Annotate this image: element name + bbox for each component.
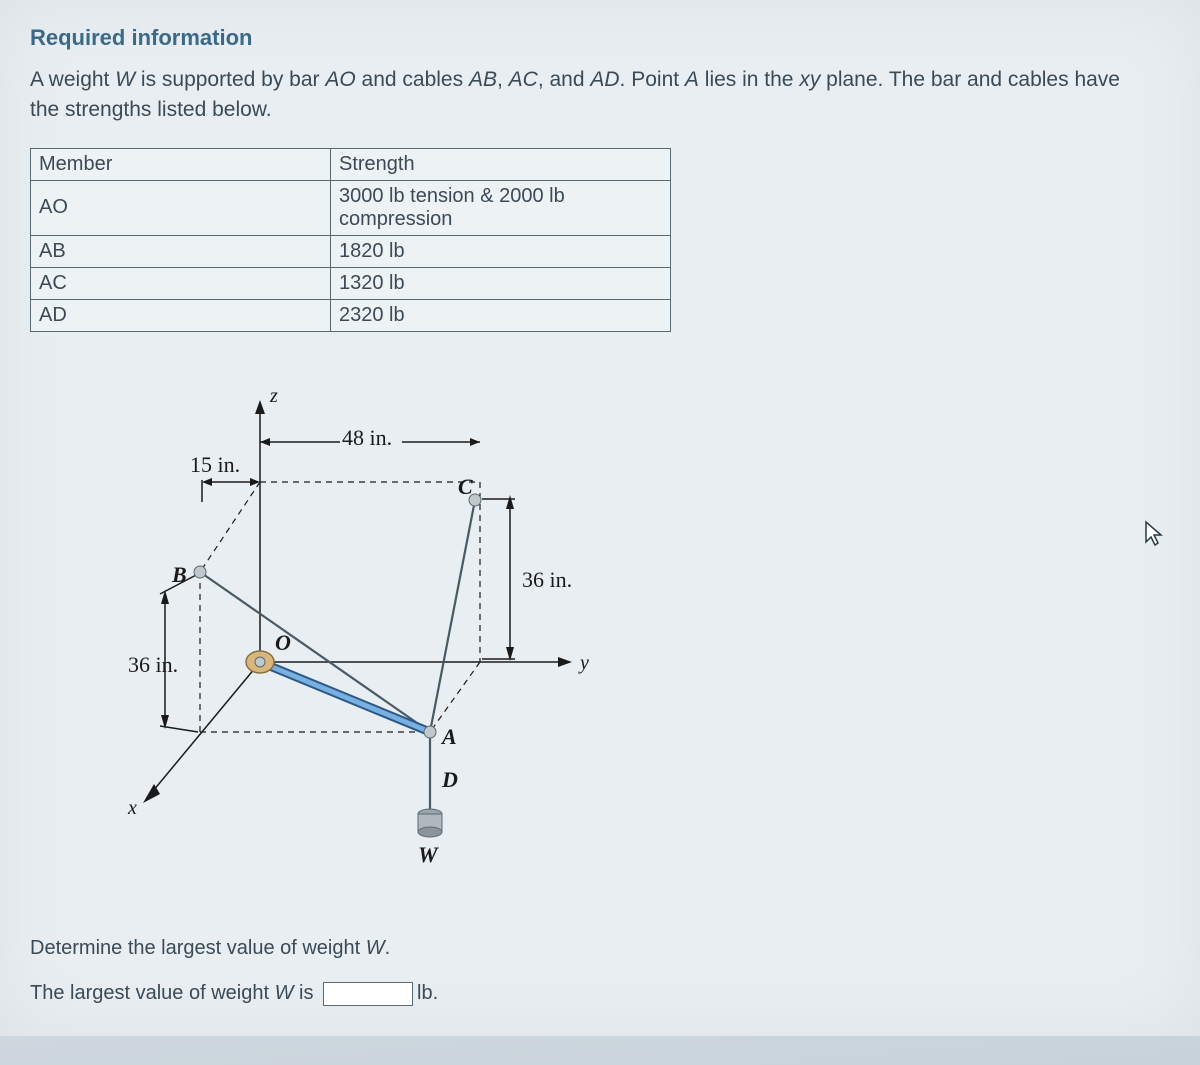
y-arrow <box>558 657 572 667</box>
cursor-icon <box>1143 520 1165 553</box>
cable-AC <box>430 500 475 732</box>
dim-36-right: 36 in. <box>522 567 572 592</box>
text: . Point <box>620 68 685 91</box>
label-A: A <box>440 724 457 749</box>
table-row: AC 1320 lb <box>31 267 671 299</box>
dim-15-arr-l <box>202 478 212 486</box>
member-AO: AO <box>325 68 355 91</box>
dash-top-to-b <box>200 482 260 572</box>
table-row: AD 2320 lb <box>31 299 671 331</box>
dim-48-arr-r <box>470 438 480 446</box>
cell-strength: 2320 lb <box>331 299 671 331</box>
section-heading: Required information <box>30 25 1170 51</box>
answer-line: The largest value of weight W is lb. <box>30 982 1170 1007</box>
label-y: y <box>578 652 589 674</box>
text: is supported by bar <box>135 68 325 91</box>
header-strength: Strength <box>331 148 671 180</box>
table-row: AO 3000 lb tension & 2000 lb compression <box>31 180 671 235</box>
member-AC: AC <box>509 68 538 91</box>
text: lies in the <box>699 68 799 91</box>
cell-strength: 1820 lb <box>331 235 671 267</box>
text: The largest value of weight <box>30 982 275 1004</box>
label-B: B <box>171 562 187 587</box>
dim-36-left: 36 in. <box>128 652 178 677</box>
x-arrow <box>143 784 160 803</box>
label-W: W <box>418 842 439 867</box>
question-prompt: Determine the largest value of weight W. <box>30 937 1170 960</box>
cell-strength: 1320 lb <box>331 267 671 299</box>
member-AD: AD <box>590 68 619 91</box>
point-A: A <box>685 68 699 91</box>
var-W: W <box>366 937 385 959</box>
z-arrow <box>255 400 265 414</box>
dim-15: 15 in. <box>190 452 240 477</box>
text: and cables <box>356 68 469 91</box>
answer-input[interactable] <box>323 982 413 1006</box>
dim-48-arr-l <box>260 438 270 446</box>
cable-AB <box>200 572 430 732</box>
dim-36l-ext-b <box>160 726 198 732</box>
diagram: z y x 48 in. 15 in. <box>110 372 1170 877</box>
cell-member: AB <box>31 235 331 267</box>
label-x: x <box>127 797 137 819</box>
var-W: W <box>275 982 294 1004</box>
text: is <box>293 982 319 1004</box>
unit-label: lb. <box>417 982 438 1004</box>
dim-36r-arr-t <box>506 495 514 509</box>
var-W: W <box>115 68 135 91</box>
header-member: Member <box>31 148 331 180</box>
text: , and <box>538 68 591 91</box>
table-row: AB 1820 lb <box>31 235 671 267</box>
joint-B <box>194 566 206 578</box>
text: . <box>385 937 391 959</box>
text: A weight <box>30 68 115 91</box>
label-C: C <box>458 474 473 499</box>
cell-member: AO <box>31 180 331 235</box>
text: , <box>497 68 509 91</box>
xy-plane: xy <box>799 68 820 91</box>
text: Determine the largest value of weight <box>30 937 366 959</box>
problem-statement: A weight W is supported by bar AO and ca… <box>30 65 1150 126</box>
cell-strength: 3000 lb tension & 2000 lb compression <box>331 180 671 235</box>
cell-member: AD <box>31 299 331 331</box>
joint-O-pin <box>255 657 265 667</box>
label-O: O <box>275 630 291 655</box>
dim-48: 48 in. <box>342 425 392 450</box>
joint-A <box>424 726 436 738</box>
problem-page: Required information A weight W is suppo… <box>0 0 1200 1036</box>
strengths-table: Member Strength AO 3000 lb tension & 200… <box>30 148 671 332</box>
table-header-row: Member Strength <box>31 148 671 180</box>
weight-bottom <box>418 827 442 837</box>
label-z: z <box>269 385 278 407</box>
member-AB: AB <box>469 68 497 91</box>
question-block: Determine the largest value of weight W.… <box>30 937 1170 1007</box>
diagram-svg: z y x 48 in. 15 in. <box>110 372 630 872</box>
label-D: D <box>441 767 458 792</box>
cell-member: AC <box>31 267 331 299</box>
